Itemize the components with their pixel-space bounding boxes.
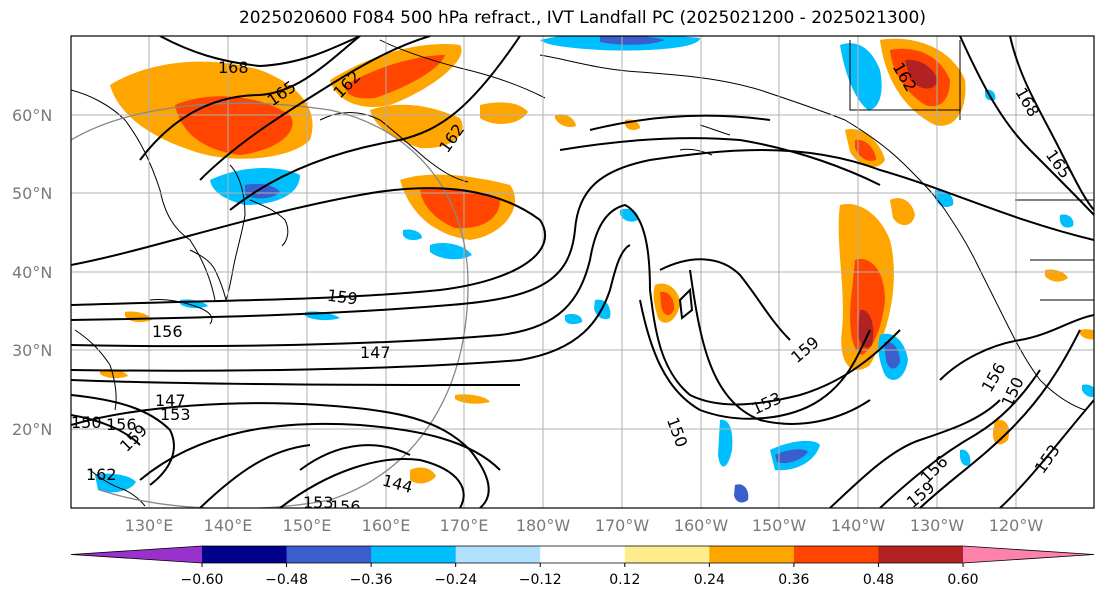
lon-label: 140°W	[831, 516, 886, 535]
lon-label: 120°W	[989, 516, 1044, 535]
graticule	[71, 36, 1094, 508]
longitude-labels: 130°E 140°E 150°E 160°E 170°E 180°W 170°…	[125, 516, 1044, 535]
lat-label: 50°N	[12, 184, 52, 203]
colorbar-swatch	[878, 546, 964, 563]
contour-label: 159	[326, 286, 359, 309]
lat-label: 30°N	[12, 341, 52, 360]
colorbar-swatch	[793, 546, 879, 563]
lon-label: 160°E	[362, 516, 411, 535]
colorbar-tick-label: −0.36	[350, 572, 393, 588]
colorbar-tick-label: 0.12	[609, 572, 640, 588]
colorbar-swatch	[202, 546, 288, 563]
lon-label: 130°W	[910, 516, 965, 535]
contour-label: 156	[152, 322, 183, 341]
colorbar: −0.60 −0.48 −0.36 −0.24 −0.12 0.12 0.24 0.36 0.4…	[70, 545, 1095, 588]
lon-label: 150°W	[752, 516, 807, 535]
lon-label: 150°E	[283, 516, 332, 535]
lon-label: 160°W	[674, 516, 729, 535]
contour-label: 153	[303, 493, 334, 512]
colorbar-extension-high	[963, 546, 1094, 563]
lat-label: 60°N	[12, 106, 52, 125]
contour-label: 153	[160, 405, 191, 424]
lon-label: 180°W	[516, 516, 571, 535]
contour-label: 156	[330, 497, 361, 516]
colorbar-swatch	[540, 546, 626, 563]
lat-label: 40°N	[12, 263, 52, 282]
colorbar-swatch	[455, 546, 541, 563]
lon-label: 170°E	[440, 516, 489, 535]
lon-label: 170°W	[595, 516, 650, 535]
contour-label: 162	[86, 465, 117, 484]
colorbar-tick-label: −0.12	[519, 572, 562, 588]
colorbar-tick-label: 0.60	[947, 572, 978, 588]
contour-label: 150	[71, 413, 102, 432]
latitude-labels: 60°N 50°N 40°N 30°N 20°N	[12, 106, 52, 439]
colorbar-tick-label: 0.36	[778, 572, 809, 588]
lon-label: 140°E	[204, 516, 253, 535]
lat-label: 20°N	[12, 420, 52, 439]
contour-label: 147	[360, 343, 391, 362]
colorbar-tick-label: 0.24	[694, 572, 725, 588]
page-title: 2025020600 F084 500 hPa refract., IVT La…	[238, 8, 926, 28]
colorbar-swatch	[624, 546, 710, 563]
lon-label: 130°E	[125, 516, 174, 535]
contour-label: 168	[218, 58, 249, 77]
colorbar-tick-label: 0.48	[863, 572, 894, 588]
colorbar-tick-label: −0.60	[181, 572, 224, 588]
colorbar-swatch	[709, 546, 795, 563]
map-frame	[70, 35, 1095, 509]
colorbar-swatch	[371, 546, 457, 563]
negative-anomaly-shading	[95, 36, 1094, 503]
height-contours	[71, 36, 1094, 508]
contour-label: 147	[155, 391, 186, 410]
colorbar-extension-low	[71, 546, 202, 563]
colorbar-tick-label: −0.48	[265, 572, 308, 588]
positive-anomaly-shading	[100, 38, 1094, 484]
colorbar-tick-label: −0.24	[434, 572, 477, 588]
colorbar-swatch	[286, 546, 372, 563]
contour-label: 156	[106, 415, 137, 434]
